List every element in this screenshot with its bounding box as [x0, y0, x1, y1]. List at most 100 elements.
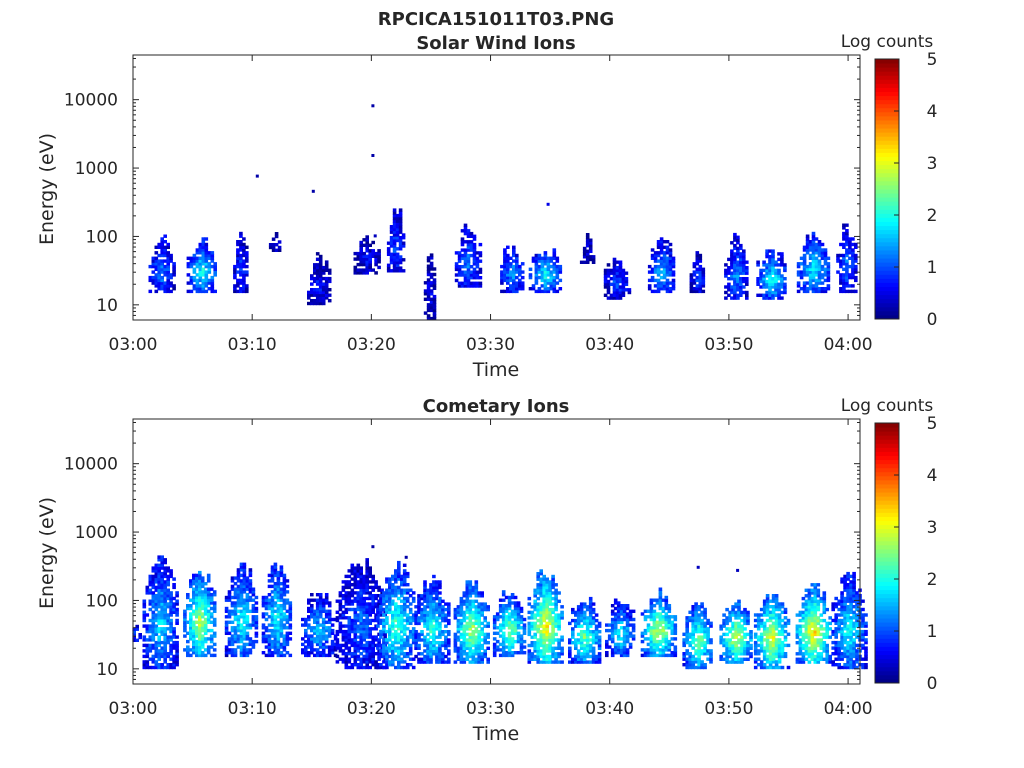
- heatmap-cell: [568, 660, 572, 664]
- heatmap-cell: [245, 251, 249, 255]
- heatmap-cell: [347, 621, 352, 625]
- heatmap-cell: [157, 616, 161, 620]
- heatmap-cell: [685, 627, 689, 631]
- heatmap-cell: [555, 270, 560, 274]
- heatmap-cell: [768, 288, 772, 292]
- heatmap-cell: [365, 571, 369, 576]
- heatmap-cell: [588, 257, 593, 262]
- heatmap-cell: [474, 635, 479, 639]
- heatmap-cell: [537, 259, 542, 263]
- heatmap-cell: [163, 240, 167, 244]
- heatmap-cell: [618, 285, 623, 289]
- heatmap-cell: [362, 602, 366, 606]
- heatmap-cell: [650, 256, 655, 260]
- heatmap-cell: [771, 282, 775, 286]
- heatmap-cell: [594, 627, 599, 631]
- heatmap-cell: [313, 279, 317, 284]
- heatmap-cell: [551, 649, 555, 653]
- heatmap-cell: [432, 643, 436, 648]
- heatmap-cell: [353, 643, 358, 648]
- heatmap-cell: [273, 601, 278, 605]
- heatmap-cell: [166, 281, 170, 285]
- heatmap-cell: [492, 626, 497, 630]
- heatmap-cell: [198, 270, 203, 274]
- heatmap-cell: [195, 573, 199, 578]
- heatmap-cell: [245, 606, 250, 611]
- heatmap-cell: [382, 621, 386, 625]
- heatmap-cell: [198, 573, 202, 578]
- heatmap-cell: [768, 268, 772, 273]
- heatmap-cell: [209, 601, 214, 605]
- heatmap-cell: [242, 568, 247, 572]
- heatmap-cell: [327, 609, 332, 613]
- heatmap-cell: [426, 627, 430, 631]
- heatmap-cell: [730, 241, 734, 245]
- heatmap-cell: [574, 643, 578, 648]
- colorbar-swatch: [875, 128, 899, 133]
- heatmap-cell: [273, 570, 278, 575]
- heatmap-cell: [652, 634, 657, 638]
- heatmap-cell: [783, 288, 787, 292]
- heatmap-cell: [169, 594, 173, 598]
- heatmap-cell: [353, 616, 358, 620]
- heatmap-cell: [315, 653, 320, 658]
- heatmap-cell: [650, 289, 655, 294]
- heatmap-cell: [501, 645, 506, 649]
- heatmap-cell: [374, 583, 378, 587]
- heatmap-cell: [471, 654, 476, 659]
- heatmap-cell: [163, 613, 167, 617]
- heatmap-cell: [239, 595, 244, 600]
- heatmap-cell: [157, 585, 161, 590]
- heatmap-cell: [615, 288, 620, 292]
- heatmap-cell: [318, 612, 323, 616]
- heatmap-cell: [478, 267, 483, 272]
- heatmap-cell: [362, 591, 366, 595]
- heatmap-cell: [206, 609, 211, 613]
- heatmap-cell: [765, 282, 769, 286]
- heatmap-cell: [780, 274, 784, 278]
- heatmap-cell: [447, 632, 451, 637]
- heatmap-cell: [276, 609, 281, 613]
- heatmap-cell: [438, 599, 442, 603]
- heatmap-cell: [282, 645, 287, 649]
- heatmap-cell: [839, 278, 843, 283]
- heatmap-cell: [209, 620, 214, 624]
- heatmap-cell: [426, 618, 430, 623]
- heatmap-cell: [724, 263, 728, 267]
- heatmap-cell: [655, 615, 660, 619]
- heatmap-cell: [823, 253, 828, 258]
- heatmap-cell: [736, 263, 740, 267]
- heatmap-cell: [628, 645, 633, 649]
- heatmap-cell: [692, 270, 697, 274]
- heatmap-cell: [582, 643, 587, 648]
- heatmap-cell: [307, 645, 311, 649]
- heatmap-cell: [554, 632, 558, 637]
- heatmap-cell: [169, 281, 173, 285]
- heatmap-cell: [203, 631, 208, 635]
- heatmap-cell: [512, 287, 516, 291]
- heatmap-cell: [756, 277, 760, 281]
- heatmap-cell: [389, 238, 394, 243]
- heatmap-cell: [391, 649, 395, 653]
- heatmap-cell: [374, 616, 378, 620]
- heatmap-cell: [382, 618, 386, 623]
- heatmap-cell: [435, 621, 439, 626]
- heatmap-cell: [739, 266, 743, 270]
- heatmap-cell: [554, 605, 558, 609]
- heatmap-cell: [160, 632, 164, 636]
- heatmap-cell: [733, 243, 737, 248]
- heatmap-cell: [350, 566, 355, 570]
- heatmap-cell: [402, 632, 407, 636]
- plot-frame: [132, 54, 861, 321]
- heatmap-cell: [486, 605, 490, 609]
- heatmap-cell: [845, 234, 849, 238]
- heatmap-cell: [459, 613, 464, 617]
- heatmap-cell: [471, 643, 476, 648]
- heatmap-cell: [515, 267, 519, 271]
- heatmap-cell: [560, 616, 564, 620]
- heatmap-cell: [166, 577, 170, 581]
- heatmap-cell: [516, 623, 521, 627]
- heatmap-cell: [667, 623, 672, 627]
- heatmap-cell: [172, 262, 176, 266]
- heatmap-cell: [264, 612, 269, 616]
